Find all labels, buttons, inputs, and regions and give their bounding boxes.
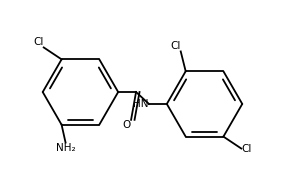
Text: NH₂: NH₂ <box>56 143 75 153</box>
Text: Cl: Cl <box>170 41 181 51</box>
Text: HN: HN <box>133 99 149 109</box>
Text: Cl: Cl <box>241 144 252 154</box>
Text: Cl: Cl <box>33 37 44 47</box>
Text: O: O <box>123 120 131 130</box>
